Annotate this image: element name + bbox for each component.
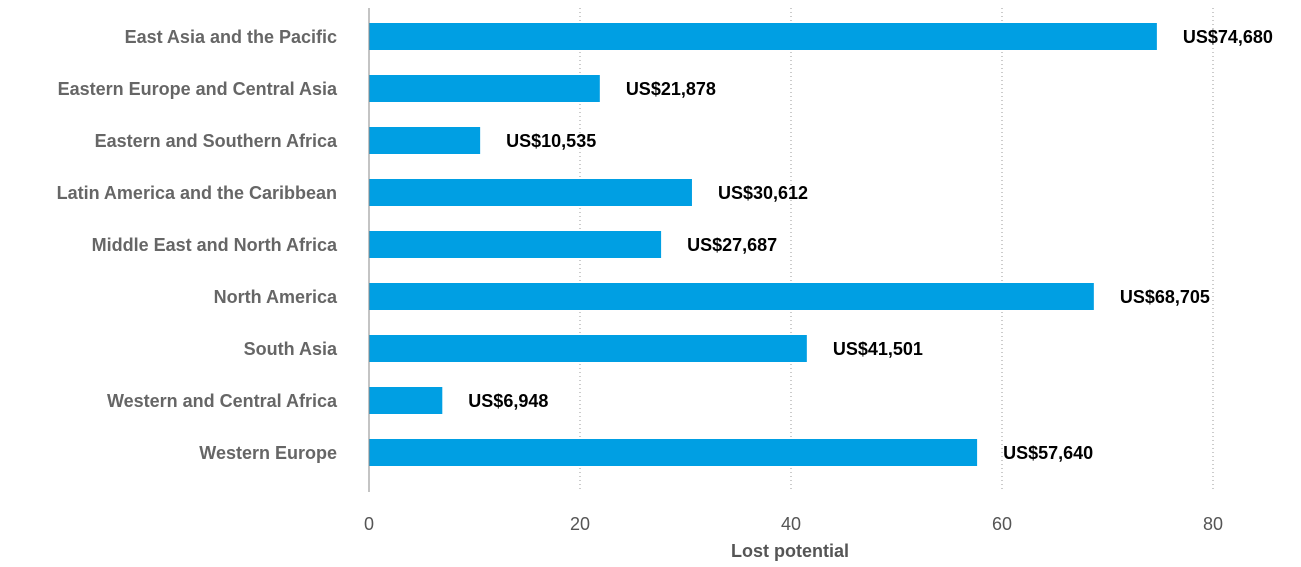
value-label-2: US$10,535 [506,131,596,151]
value-label-1: US$21,878 [626,79,716,99]
category-label-6: South Asia [244,339,338,359]
bar-8 [369,439,978,466]
category-label-0: East Asia and the Pacific [125,27,337,47]
category-label-2: Eastern and Southern Africa [95,131,338,151]
x-tick-label-20: 20 [570,514,590,534]
bars [369,23,1157,466]
value-label-8: US$57,640 [1003,443,1093,463]
x-tick-label-40: 40 [781,514,801,534]
category-label-4: Middle East and North Africa [92,235,338,255]
category-label-1: Eastern Europe and Central Asia [58,79,338,99]
bar-5 [369,283,1094,310]
bar-0 [369,23,1157,50]
x-tick-label-80: 80 [1203,514,1223,534]
labels: 0 20 40 60 80 East Asia and the Pacific US$74,… [57,27,1273,534]
x-tick-label-60: 60 [992,514,1012,534]
x-tick-label-0: 0 [364,514,374,534]
category-label-3: Latin America and the Caribbean [57,183,337,203]
bar-4 [369,231,662,258]
bar-1 [369,75,600,102]
category-label-7: Western and Central Africa [107,391,338,411]
value-label-3: US$30,612 [718,183,808,203]
category-label-8: Western Europe [199,443,337,463]
value-label-4: US$27,687 [687,235,777,255]
bar-2 [369,127,481,154]
bar-7 [369,387,443,414]
value-label-7: US$6,948 [468,391,548,411]
value-label-5: US$68,705 [1120,287,1210,307]
value-label-0: US$74,680 [1183,27,1273,47]
category-label-5: North America [214,287,338,307]
bar-6 [369,335,807,362]
bar-3 [369,179,692,206]
x-axis-title: Lost potential [731,541,849,561]
value-label-6: US$41,501 [833,339,923,359]
